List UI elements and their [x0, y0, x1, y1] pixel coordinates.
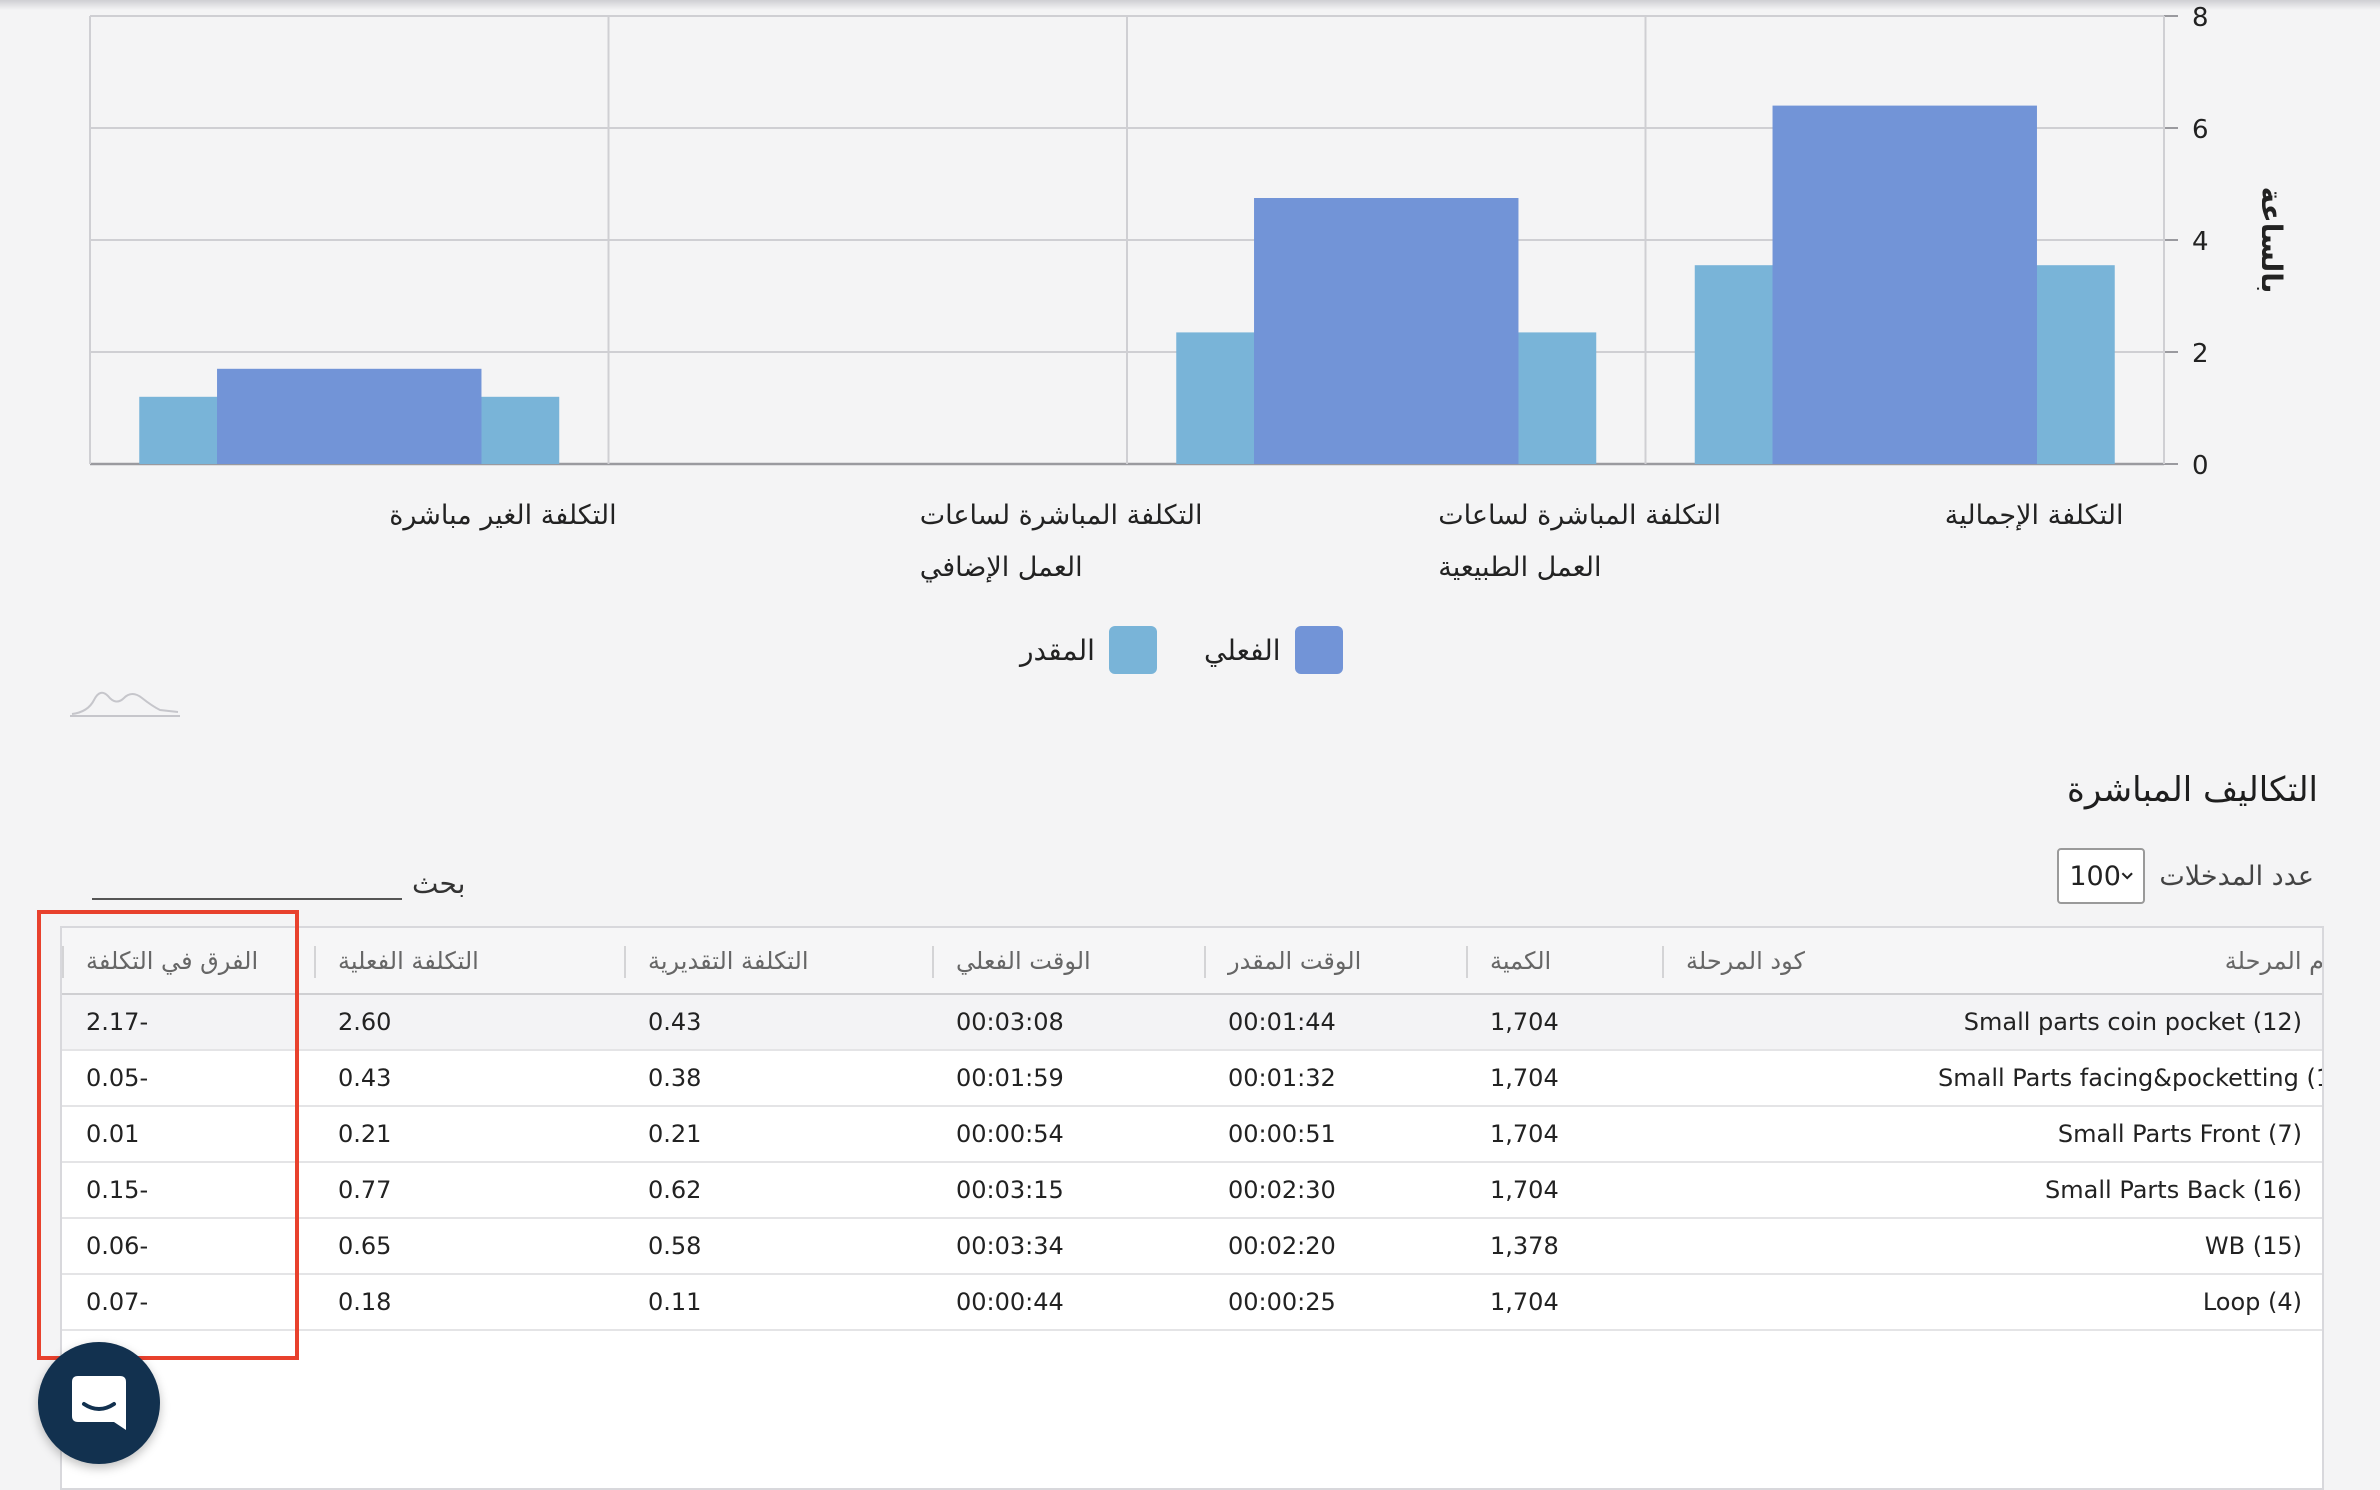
chat-bubble-icon: [72, 1376, 126, 1430]
cell-stage-code: [1662, 1162, 1914, 1218]
x-tick-label: التكلفة المباشرة لساعات: [920, 500, 1203, 531]
cell-actual-cost: 2.60: [338, 1008, 392, 1036]
column-header-quantity[interactable]: الكمية: [1466, 928, 1662, 994]
cell-stage-code: [1662, 1218, 1914, 1274]
cell-quantity: 1,704: [1490, 1064, 1559, 1092]
legend-label-estimated: المقدر: [1020, 633, 1095, 667]
legend-swatch-actual: [1294, 626, 1343, 674]
table-row[interactable]: Small parts coin pocket (12) 1,704 00:01…: [62, 994, 2322, 1050]
entries-value: 100: [2069, 860, 2121, 892]
bar-chart: 0 2 4 6 8 التكلفة الإجمالية التكلفة المباشرة ل…: [89, 3, 2288, 583]
x-tick-label: التكلفة الغير مباشرة: [389, 500, 616, 531]
top-strip: [0, 0, 2380, 10]
cell-actual-time: 00:03:34: [956, 1232, 1064, 1260]
bar-actual: [217, 368, 482, 464]
column-header-actual-cost[interactable]: التكلفة الفعلية: [314, 928, 624, 994]
cell-stage: Small parts coin pocket (12): [1963, 1008, 2302, 1036]
chevron-down-icon: [2121, 872, 2133, 880]
cell-actual-time: 00:03:15: [956, 1176, 1064, 1204]
cell-estimated-cost: 0.58: [648, 1232, 702, 1260]
table-row[interactable]: WB (15) 1,378 00:02:20 00:03:34 0.58 0.6…: [62, 1218, 2322, 1274]
direct-costs-table: م المرحلة كود المرحلة الكمية الوقت المقد…: [60, 926, 2324, 1490]
cell-estimated-time: 00:00:51: [1228, 1120, 1336, 1148]
cell-actual-time: 00:00:54: [956, 1120, 1064, 1148]
cell-stage-code: [1662, 994, 1914, 1050]
cell-cost-difference: -0.05: [86, 1064, 149, 1092]
cell-cost-difference: 0.01: [86, 1120, 140, 1148]
cell-cost-difference: -2.17: [86, 1008, 149, 1036]
cell-estimated-time: 00:01:32: [1228, 1064, 1336, 1092]
bar-actual: [1772, 105, 2037, 464]
cell-actual-cost: 0.21: [338, 1120, 392, 1148]
cell-actual-cost: 0.43: [338, 1064, 392, 1092]
cell-stage: WB (15): [2204, 1232, 2302, 1260]
cell-cost-difference: -0.15: [86, 1176, 149, 1204]
legend-item-estimated[interactable]: المقدر: [1020, 626, 1157, 674]
cell-estimated-time: 00:00:25: [1228, 1288, 1336, 1316]
cell-estimated-cost: 0.38: [648, 1064, 702, 1092]
cell-actual-cost: 0.77: [338, 1176, 392, 1204]
section-title: التكاليف المباشرة: [2067, 770, 2318, 810]
cell-actual-time: 00:01:59: [956, 1064, 1064, 1092]
cell-cost-difference: -0.06: [86, 1232, 149, 1260]
cell-actual-time: 00:03:08: [956, 1008, 1064, 1036]
y-tick-label: 4: [2192, 227, 2209, 257]
y-tick-label: 8: [2192, 3, 2209, 33]
chart-logo-icon: [70, 691, 180, 717]
column-header-stage-code[interactable]: كود المرحلة: [1662, 928, 1914, 994]
column-header-estimated-cost[interactable]: التكلفة التقديرية: [624, 928, 932, 994]
cell-quantity: 1,704: [1490, 1288, 1559, 1316]
cell-actual-cost: 0.65: [338, 1232, 392, 1260]
y-axis-title: بالساعة: [2255, 187, 2288, 294]
column-header-estimated-time[interactable]: الوقت المقدر: [1204, 928, 1466, 994]
cell-cost-difference: -0.07: [86, 1288, 149, 1316]
entries-label: عدد المدخلات: [2159, 860, 2314, 892]
column-header-stage[interactable]: م المرحلة: [2224, 946, 2324, 975]
cell-stage-code: [1662, 1274, 1914, 1330]
column-header-actual-time[interactable]: الوقت الفعلي: [932, 928, 1204, 994]
legend-item-actual[interactable]: الفعلي: [1204, 626, 1343, 674]
x-tick-label: التكلفة الإجمالية: [1945, 500, 2124, 531]
cell-estimated-cost: 0.21: [648, 1120, 702, 1148]
cell-stage: Small Parts Front (7): [2057, 1120, 2302, 1148]
cell-actual-time: 00:00:44: [956, 1288, 1064, 1316]
search-label: بحث: [412, 867, 466, 900]
cell-quantity: 1,378: [1490, 1232, 1559, 1260]
x-tick-label: التكلفة المباشرة لساعات: [1438, 500, 1721, 531]
legend-label-actual: الفعلي: [1204, 633, 1281, 667]
table-row[interactable]: Small Parts facing&pocketting (12) 1,704…: [62, 1050, 2324, 1106]
column-header-cost-difference[interactable]: الفرق في التكلفة: [62, 928, 314, 994]
bar-actual: [1254, 198, 1519, 464]
cell-quantity: 1,704: [1490, 1008, 1559, 1036]
cell-estimated-cost: 0.43: [648, 1008, 702, 1036]
search-box: بحث: [92, 856, 465, 900]
cell-stage-code: [1662, 1050, 1914, 1106]
legend-swatch-estimated: [1108, 626, 1157, 674]
table-row[interactable]: Loop (4) 1,704 00:00:25 00:00:44 0.11 0.…: [62, 1274, 2322, 1330]
cell-estimated-time: 00:02:30: [1228, 1176, 1336, 1204]
y-tick-label: 6: [2192, 115, 2209, 145]
cell-estimated-time: 00:01:44: [1228, 1008, 1336, 1036]
entries-control: عدد المدخلات 100: [2057, 848, 2314, 904]
x-tick-label: العمل الإضافي: [920, 552, 1083, 583]
y-tick-label: 0: [2192, 451, 2209, 481]
cell-estimated-cost: 0.62: [648, 1176, 702, 1204]
x-tick-label: العمل الطبيعية: [1438, 552, 1601, 583]
search-input[interactable]: [92, 856, 402, 900]
cell-stage: Loop (4): [2202, 1288, 2302, 1316]
cell-actual-cost: 0.18: [338, 1288, 392, 1316]
cell-quantity: 1,704: [1490, 1120, 1559, 1148]
chat-launcher-button[interactable]: [38, 1342, 160, 1464]
cell-stage-code: [1662, 1106, 1914, 1162]
cell-stage: Small Parts Back (16): [2045, 1176, 2302, 1204]
cell-estimated-cost: 0.11: [648, 1288, 702, 1316]
table-header-row: م المرحلة كود المرحلة الكمية الوقت المقد…: [62, 928, 2324, 994]
cell-estimated-time: 00:02:20: [1228, 1232, 1336, 1260]
table-row[interactable]: Small Parts Back (16) 1,704 00:02:30 00:…: [62, 1162, 2322, 1218]
cell-quantity: 1,704: [1490, 1176, 1559, 1204]
entries-select[interactable]: 100: [2057, 848, 2146, 904]
y-tick-label: 2: [2192, 339, 2209, 369]
cell-stage: Small Parts facing&pocketting (12): [1938, 1064, 2324, 1092]
table-row[interactable]: Small Parts Front (7) 1,704 00:00:51 00:…: [62, 1106, 2322, 1162]
